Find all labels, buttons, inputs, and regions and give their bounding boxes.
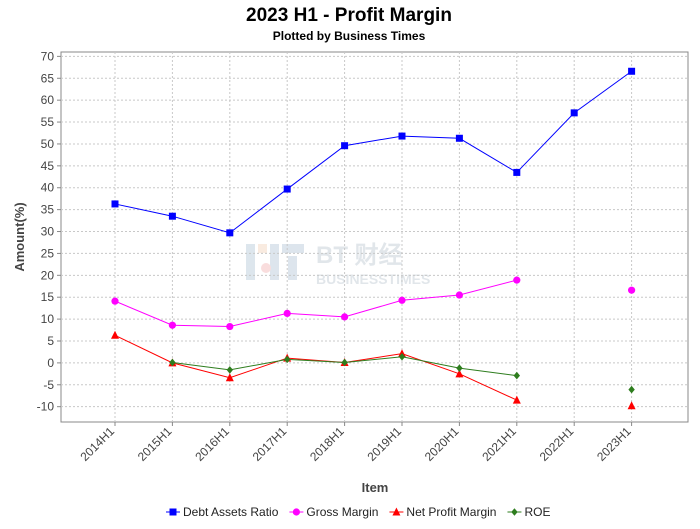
legend-label: ROE [524,505,550,519]
legend-swatch-marker [511,508,518,516]
data-point-net-profit-margin [225,373,234,382]
chart-subtitle: Plotted by Business Times [273,29,426,43]
x-axis: 2014H1 2015H1 2016H1 2017H1 2018H1 2019H1 2020… [77,422,634,464]
data-point-debt-assets-ratio [226,229,234,237]
y-tick-label: 65 [41,71,55,85]
data-point-roe [284,355,291,364]
data-point-roe [169,358,176,367]
data-point-debt-assets-ratio [513,168,521,176]
data-point-debt-assets-ratio [570,109,578,117]
legend-item-net-profit-margin: Net Profit Margin [389,505,496,519]
x-tick-label: 2022H1 [537,424,577,464]
y-tick-label: 55 [41,115,55,129]
y-tick-label: 25 [41,246,55,260]
data-point-gross-margin [398,296,406,304]
legend-swatch-marker [169,508,177,516]
x-tick-label: 2019H1 [364,424,404,464]
data-point-gross-margin [455,291,463,299]
y-tick-label: 40 [41,181,55,195]
data-point-gross-margin [513,276,521,284]
chart-title: 2023 H1 - Profit Margin [246,5,452,26]
y-tick-label: 70 [41,49,55,63]
data-point-debt-assets-ratio [111,200,119,208]
data-point-roe [456,364,463,372]
data-point-gross-margin [168,321,176,329]
y-tick-label: -10 [37,400,55,414]
data-point-net-profit-margin [627,401,636,410]
data-point-debt-assets-ratio [398,132,406,140]
legend-item-debt-assets-ratio: Debt Assets Ratio [166,505,279,519]
data-point-roe [513,371,520,380]
grid-lines [61,52,688,422]
data-point-gross-margin [341,313,349,321]
data-point-debt-assets-ratio [283,185,291,193]
data-point-net-profit-margin [512,395,521,404]
legend-swatch-marker [292,508,300,516]
x-tick-label: 2018H1 [307,424,347,464]
y-tick-label: 20 [41,268,55,282]
series-gross-margin [111,276,636,331]
y-tick-label: 5 [47,334,54,348]
y-axis-title: Amount(%) [12,202,27,271]
y-tick-label: 60 [41,93,55,107]
data-point-gross-margin [226,322,234,331]
y-tick-label: 50 [41,137,55,151]
series-line-gross-margin [114,279,517,328]
x-tick-label: 2021H1 [479,424,519,464]
x-tick-label: 2017H1 [250,424,290,464]
legend-swatch-marker [392,507,401,516]
y-axis: -10 -5 0 5 10 15 20 25 30 35 40 45 50 55 60 65 70 [37,49,61,414]
data-point-roe [628,385,635,394]
x-axis-title: Item [362,480,389,495]
data-point-debt-assets-ratio [455,134,463,142]
series-layer [111,67,636,410]
series-line-net-profit-margin [114,334,518,401]
y-tick-label: 35 [41,203,55,217]
data-point-debt-assets-ratio [341,142,349,150]
data-point-net-profit-margin [111,330,119,339]
x-tick-label: 2014H1 [77,424,117,464]
data-point-gross-margin [628,286,636,294]
data-point-debt-assets-ratio [628,67,636,75]
x-tick-label: 2015H1 [135,424,175,464]
data-point-roe [341,358,348,367]
y-tick-label: 45 [41,159,55,173]
series-debt-assets-ratio [111,67,636,237]
y-tick-label: 15 [41,290,55,304]
x-tick-label: 2020H1 [422,424,462,464]
legend-item-roe: ROE [507,505,550,519]
legend-label: Debt Assets Ratio [183,505,279,519]
legend-item-gross-margin: Gross Margin [289,505,378,519]
data-point-roe [398,352,406,361]
legend-label: Gross Margin [306,505,378,519]
svg-text:BUSINESSTIMES: BUSINESSTIMES [316,271,430,287]
x-tick-label: 2023H1 [594,424,634,464]
series-roe [169,352,635,394]
series-line-debt-assets-ratio [114,70,632,234]
data-point-net-profit-margin [455,369,464,378]
watermark-logo: BT 财经 BUSINESSTIMES [246,241,430,287]
x-tick-label: 2016H1 [192,424,232,464]
legend-label: Net Profit Margin [406,505,496,519]
y-tick-label: 0 [47,356,54,370]
legend: Debt Assets Ratio Gross Margin Net Profit … [166,505,550,519]
data-point-gross-margin [283,309,291,318]
data-point-debt-assets-ratio [168,212,176,220]
data-point-gross-margin [111,297,119,305]
data-point-roe [226,366,233,374]
y-tick-label: 10 [41,312,55,326]
y-tick-label: 30 [41,225,55,239]
y-tick-label: -5 [43,378,54,392]
svg-text:BT 财经: BT 财经 [316,241,403,269]
plot-area [60,51,689,423]
